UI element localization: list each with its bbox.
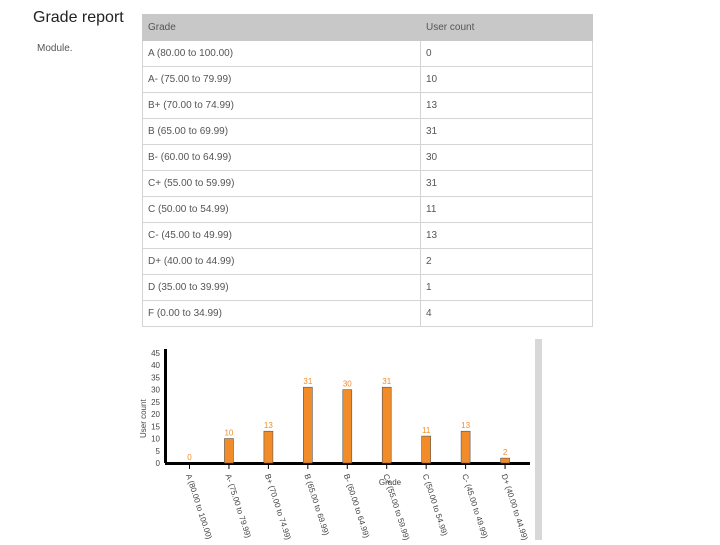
y-tick-label: 25 bbox=[151, 398, 160, 407]
module-label: Module. bbox=[37, 43, 73, 54]
grade-cell: F (0.00 to 34.99) bbox=[142, 300, 421, 327]
table-row: D (35.00 to 39.99) 1 bbox=[142, 274, 593, 301]
bar bbox=[342, 389, 353, 464]
bar-value-label: 31 bbox=[303, 377, 312, 386]
bar-value-label: 30 bbox=[343, 380, 352, 389]
grade-cell: C+ (55.00 to 59.99) bbox=[142, 170, 421, 197]
table-row: B+ (70.00 to 74.99) 13 bbox=[142, 92, 593, 119]
table-row: C (50.00 to 54.99) 11 bbox=[142, 196, 593, 223]
bar-chart-svg: 0 5 10 15 20 25 30 35 40 45 User count 0 A (80.00 to… bbox=[139, 349, 530, 542]
x-axis-label: Grade bbox=[379, 478, 402, 487]
bar-value-label: 2 bbox=[503, 448, 508, 457]
table-row: A (80.00 to 100.00) 0 bbox=[142, 40, 593, 67]
y-tick-label: 10 bbox=[151, 435, 160, 444]
chart-scrollbar[interactable] bbox=[535, 339, 542, 540]
y-tick-label: 0 bbox=[156, 459, 161, 468]
table-row: C- (45.00 to 49.99) 13 bbox=[142, 222, 593, 249]
user-count-cell: 11 bbox=[420, 196, 593, 223]
table-row: C+ (55.00 to 59.99) 31 bbox=[142, 170, 593, 197]
user-count-column-header[interactable]: User count bbox=[420, 14, 593, 41]
x-tick-label: C- (45.00 to 49.99) bbox=[460, 473, 489, 540]
grade-cell: C (50.00 to 54.99) bbox=[142, 196, 421, 223]
user-count-cell: 13 bbox=[420, 92, 593, 119]
grade-column-header[interactable]: Grade bbox=[142, 14, 421, 41]
user-count-cell: 13 bbox=[420, 222, 593, 249]
table-row: B- (60.00 to 64.99) 30 bbox=[142, 144, 593, 171]
user-count-cell: 10 bbox=[420, 66, 593, 93]
grade-cell: D (35.00 to 39.99) bbox=[142, 274, 421, 301]
bar-value-label: 31 bbox=[382, 377, 391, 386]
user-count-cell: 2 bbox=[420, 248, 593, 275]
bar-value-label: 10 bbox=[224, 429, 233, 438]
x-tick-label: B (65.00 to 69.99) bbox=[302, 473, 330, 537]
x-tick-label: D+ (40.00 to 44.99) bbox=[500, 473, 530, 540]
y-tick-label: 35 bbox=[151, 373, 160, 382]
grade-chart: 0 5 10 15 20 25 30 35 40 45 User count 0 A (80.00 to… bbox=[132, 339, 542, 542]
bar bbox=[460, 430, 471, 464]
grade-cell: A (80.00 to 100.00) bbox=[142, 40, 421, 67]
grade-cell: B+ (70.00 to 74.99) bbox=[142, 92, 421, 119]
bar-value-label: 13 bbox=[461, 421, 470, 430]
table-row: B (65.00 to 69.99) 31 bbox=[142, 118, 593, 145]
grade-cell: C- (45.00 to 49.99) bbox=[142, 222, 421, 249]
grade-cell: B- (60.00 to 64.99) bbox=[142, 144, 421, 171]
user-count-cell: 31 bbox=[420, 118, 593, 145]
grade-cell: B (65.00 to 69.99) bbox=[142, 118, 421, 145]
user-count-cell: 30 bbox=[420, 144, 593, 171]
y-tick-label: 20 bbox=[151, 410, 160, 419]
y-tick-label: 40 bbox=[151, 361, 160, 370]
y-tick-label: 5 bbox=[156, 447, 161, 456]
x-tick-label: A (80.00 to 100.00) bbox=[184, 473, 214, 540]
user-count-cell: 0 bbox=[420, 40, 593, 67]
grade-cell: D+ (40.00 to 44.99) bbox=[142, 248, 421, 275]
bar bbox=[500, 457, 510, 464]
y-tick-label: 15 bbox=[151, 422, 160, 431]
table-row: D+ (40.00 to 44.99) 2 bbox=[142, 248, 593, 275]
bar bbox=[303, 386, 313, 464]
grade-cell: A- (75.00 to 79.99) bbox=[142, 66, 421, 93]
grade-table: Grade User count A (80.00 to 100.00) 0 A- … bbox=[142, 14, 593, 327]
y-tick-label: 45 bbox=[151, 349, 160, 358]
table-header-row: Grade User count bbox=[142, 14, 593, 41]
user-count-cell: 1 bbox=[420, 274, 593, 301]
x-tick-label: B+ (70.00 to 74.99) bbox=[263, 473, 293, 540]
user-count-cell: 31 bbox=[420, 170, 593, 197]
x-tick-label: B- (60.00 to 64.99) bbox=[342, 473, 371, 540]
table-body: A (80.00 to 100.00) 0 A- (75.00 to 79.99) 1… bbox=[142, 40, 593, 327]
bar-value-label: 0 bbox=[187, 453, 192, 462]
bar-value-label: 11 bbox=[422, 426, 431, 435]
table-row: A- (75.00 to 79.99) 10 bbox=[142, 66, 593, 93]
bar bbox=[421, 435, 431, 464]
page-title: Grade report bbox=[33, 9, 124, 26]
bar bbox=[381, 386, 392, 464]
table-row: F (0.00 to 34.99) 4 bbox=[142, 300, 593, 327]
x-tick-label: A- (75.00 to 79.99) bbox=[224, 473, 253, 540]
y-tick-label: 30 bbox=[151, 386, 160, 395]
bar bbox=[263, 430, 274, 464]
y-axis-label: User count bbox=[139, 399, 148, 438]
bar bbox=[224, 438, 234, 464]
user-count-cell: 4 bbox=[420, 300, 593, 327]
x-tick-label: C (50.00 to 54.99) bbox=[421, 473, 450, 537]
bar-value-label: 13 bbox=[264, 421, 273, 430]
